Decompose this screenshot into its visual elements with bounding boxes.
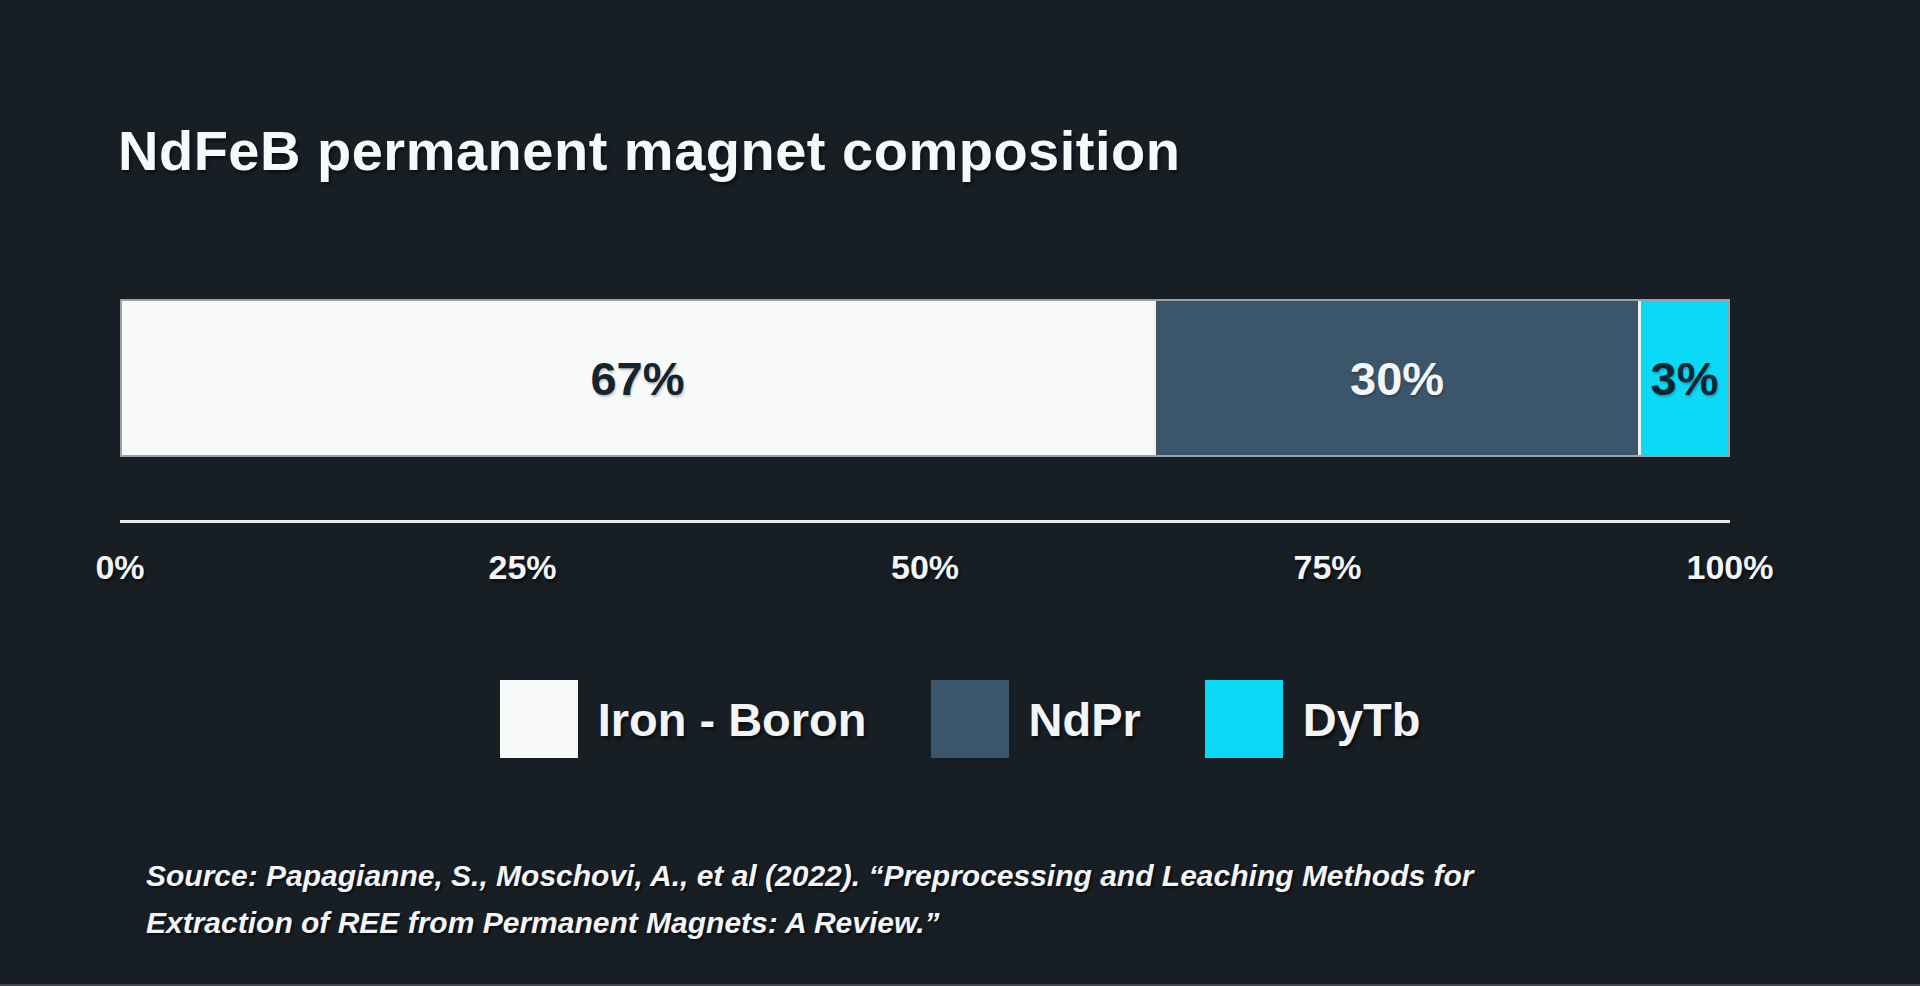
legend-label: Iron - Boron bbox=[598, 692, 867, 747]
legend-label: DyTb bbox=[1303, 692, 1421, 747]
legend-swatch-icon bbox=[1205, 680, 1283, 758]
bar-segment-ndpr: 30% bbox=[1153, 301, 1638, 455]
legend: Iron - Boron NdPr DyTb bbox=[0, 680, 1920, 758]
x-axis-tick-25: 25% bbox=[488, 548, 556, 587]
bar-segment-dytb: 3% bbox=[1638, 301, 1728, 455]
x-axis-tick-75: 75% bbox=[1293, 548, 1361, 587]
chart-title: NdFeB permanent magnet composition bbox=[118, 118, 1180, 183]
bar-segment-iron-boron: 67% bbox=[122, 301, 1153, 455]
legend-item-dytb: DyTb bbox=[1205, 680, 1421, 758]
bar-segment-value-label: 3% bbox=[1651, 351, 1719, 406]
x-axis-tick-100: 100% bbox=[1687, 548, 1774, 587]
source-citation: Source: Papagianne, S., Moschovi, A., et… bbox=[146, 852, 1474, 946]
x-axis-line bbox=[120, 520, 1730, 523]
x-axis-tick-50: 50% bbox=[891, 548, 959, 587]
x-axis-ticks: 0% 25% 50% 75% 100% bbox=[120, 548, 1730, 590]
bar-segment-value-label: 67% bbox=[590, 351, 684, 406]
source-citation-line-2: Extraction of REE from Permanent Magnets… bbox=[146, 899, 1474, 946]
legend-swatch-icon bbox=[500, 680, 578, 758]
legend-item-iron-boron: Iron - Boron bbox=[500, 680, 867, 758]
legend-label: NdPr bbox=[1029, 692, 1141, 747]
legend-item-ndpr: NdPr bbox=[931, 680, 1141, 758]
stacked-bar: 67% 30% 3% bbox=[120, 299, 1730, 457]
x-axis-tick-0: 0% bbox=[95, 548, 144, 587]
chart-canvas: NdFeB permanent magnet composition 67% 3… bbox=[0, 0, 1920, 986]
bar-segment-value-label: 30% bbox=[1350, 351, 1444, 406]
source-citation-line-1: Source: Papagianne, S., Moschovi, A., et… bbox=[146, 852, 1474, 899]
legend-swatch-icon bbox=[931, 680, 1009, 758]
